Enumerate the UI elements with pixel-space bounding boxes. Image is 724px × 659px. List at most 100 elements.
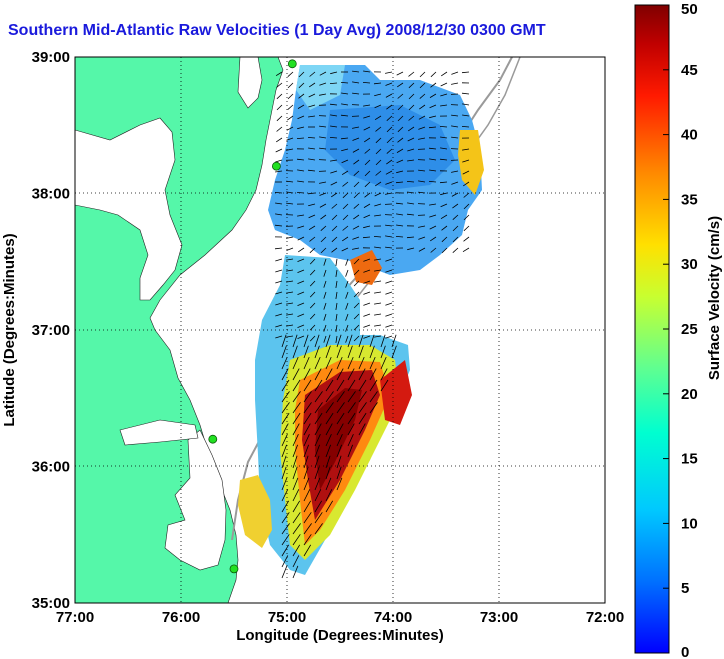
velocity-arrow [462, 159, 470, 163]
velocity-arrow [374, 115, 382, 121]
velocity-arrow [275, 324, 283, 328]
velocity-arrow [353, 291, 360, 298]
velocity-arrow [461, 71, 470, 74]
velocity-arrow [292, 523, 301, 535]
velocity-arrow [335, 335, 338, 343]
velocity-arrow [323, 313, 327, 321]
velocity-arrow [353, 324, 360, 331]
velocity-arrow [336, 477, 343, 491]
velocity-arrow [309, 258, 316, 265]
velocity-arrow [451, 181, 459, 185]
velocity-arrow [407, 137, 415, 142]
velocity-arrow [396, 224, 404, 227]
velocity-arrow [363, 214, 371, 219]
colorbar-label: Surface Velocity (cm/s) [706, 216, 723, 380]
y-tick-label: 36:00 [32, 459, 70, 476]
velocity-arrow [369, 356, 376, 370]
velocity-arrow [362, 82, 371, 84]
velocity-arrow [319, 203, 327, 208]
velocity-arrow [314, 477, 321, 491]
velocity-arrow [440, 104, 448, 107]
velocity-arrow [406, 181, 415, 183]
velocity-arrow [320, 236, 327, 243]
velocity-arrow [391, 334, 397, 348]
velocity-arrow [451, 125, 459, 128]
velocity-arrow [374, 192, 382, 197]
velocity-arrow [374, 93, 382, 97]
velocity-arrow [297, 280, 305, 284]
velocity-arrow [463, 236, 470, 242]
velocity-arrow [287, 115, 294, 121]
velocity-arrow [292, 423, 300, 436]
velocity-arrow [407, 191, 415, 194]
velocity-arrow [309, 236, 316, 242]
velocity-arrow [336, 391, 345, 403]
velocity-arrow [303, 334, 309, 348]
velocity-arrow [345, 313, 349, 321]
velocity-arrow [292, 512, 301, 524]
velocity-arrow [463, 214, 470, 221]
velocity-arrow [276, 104, 283, 111]
velocity-arrow [408, 71, 415, 77]
velocity-arrow [396, 82, 404, 88]
velocity-arrow [430, 82, 437, 88]
velocity-arrow [369, 379, 378, 392]
velocity-arrow [441, 236, 448, 243]
velocity-arrow [335, 302, 338, 310]
delaware-bay [237, 57, 263, 109]
velocity-arrow [309, 302, 316, 309]
velocity-arrow [336, 379, 345, 392]
velocity-arrow [297, 313, 305, 317]
velocity-arrow [281, 523, 290, 535]
velocity-arrow [309, 291, 316, 298]
velocity-arrow [451, 170, 459, 173]
velocity-arrow [347, 391, 356, 403]
velocity-arrow [347, 423, 355, 436]
velocity-arrow [451, 192, 459, 197]
colorbar-tick-label: 50 [681, 1, 698, 18]
albemarle-sound [119, 419, 199, 446]
velocity-arrow [418, 115, 426, 120]
velocity-arrow [309, 280, 316, 287]
velocity-arrow [281, 412, 290, 425]
velocity-arrow [397, 115, 404, 122]
velocity-arrow [325, 466, 331, 480]
velocity-arrow [363, 313, 371, 317]
velocity-arrow [330, 181, 338, 186]
velocity-arrow [363, 225, 371, 229]
velocity-arrow [342, 214, 349, 221]
velocity-arrow [418, 236, 426, 240]
velocity-arrow [336, 444, 342, 458]
colorbar-tick-label: 30 [681, 256, 698, 273]
velocity-arrow [297, 180, 305, 183]
velocity-arrow [452, 247, 459, 253]
velocity-arrow [386, 137, 393, 144]
station-marker [229, 564, 239, 574]
velocity-arrow [429, 169, 437, 172]
velocity-arrow [325, 500, 334, 513]
velocity-arrow [297, 236, 305, 241]
velocity-arrow [385, 313, 393, 317]
x-tick-label: 75:00 [268, 609, 306, 626]
velocity-arrow [342, 225, 349, 231]
velocity-arrow [386, 126, 393, 133]
velocity-arrow [286, 148, 294, 151]
velocity-arrow [323, 302, 327, 310]
velocity-arrow [275, 335, 283, 339]
velocity-arrow [463, 225, 470, 232]
velocity-arrow [325, 379, 334, 392]
velocity-arrow [287, 71, 294, 77]
velocity-arrow [408, 115, 415, 121]
velocity-arrow [341, 247, 349, 252]
velocity-arrow [418, 225, 426, 228]
velocity-arrow [375, 148, 382, 155]
velocity-arrow [430, 71, 437, 78]
velocity-arrow [395, 202, 404, 205]
velocity-arrow [363, 291, 371, 295]
velocity-arrow [314, 434, 321, 447]
velocity-arrow [353, 280, 360, 287]
velocity-arrow [386, 115, 393, 121]
x-tick-label: 74:00 [374, 609, 412, 626]
velocity-arrow [331, 203, 338, 209]
